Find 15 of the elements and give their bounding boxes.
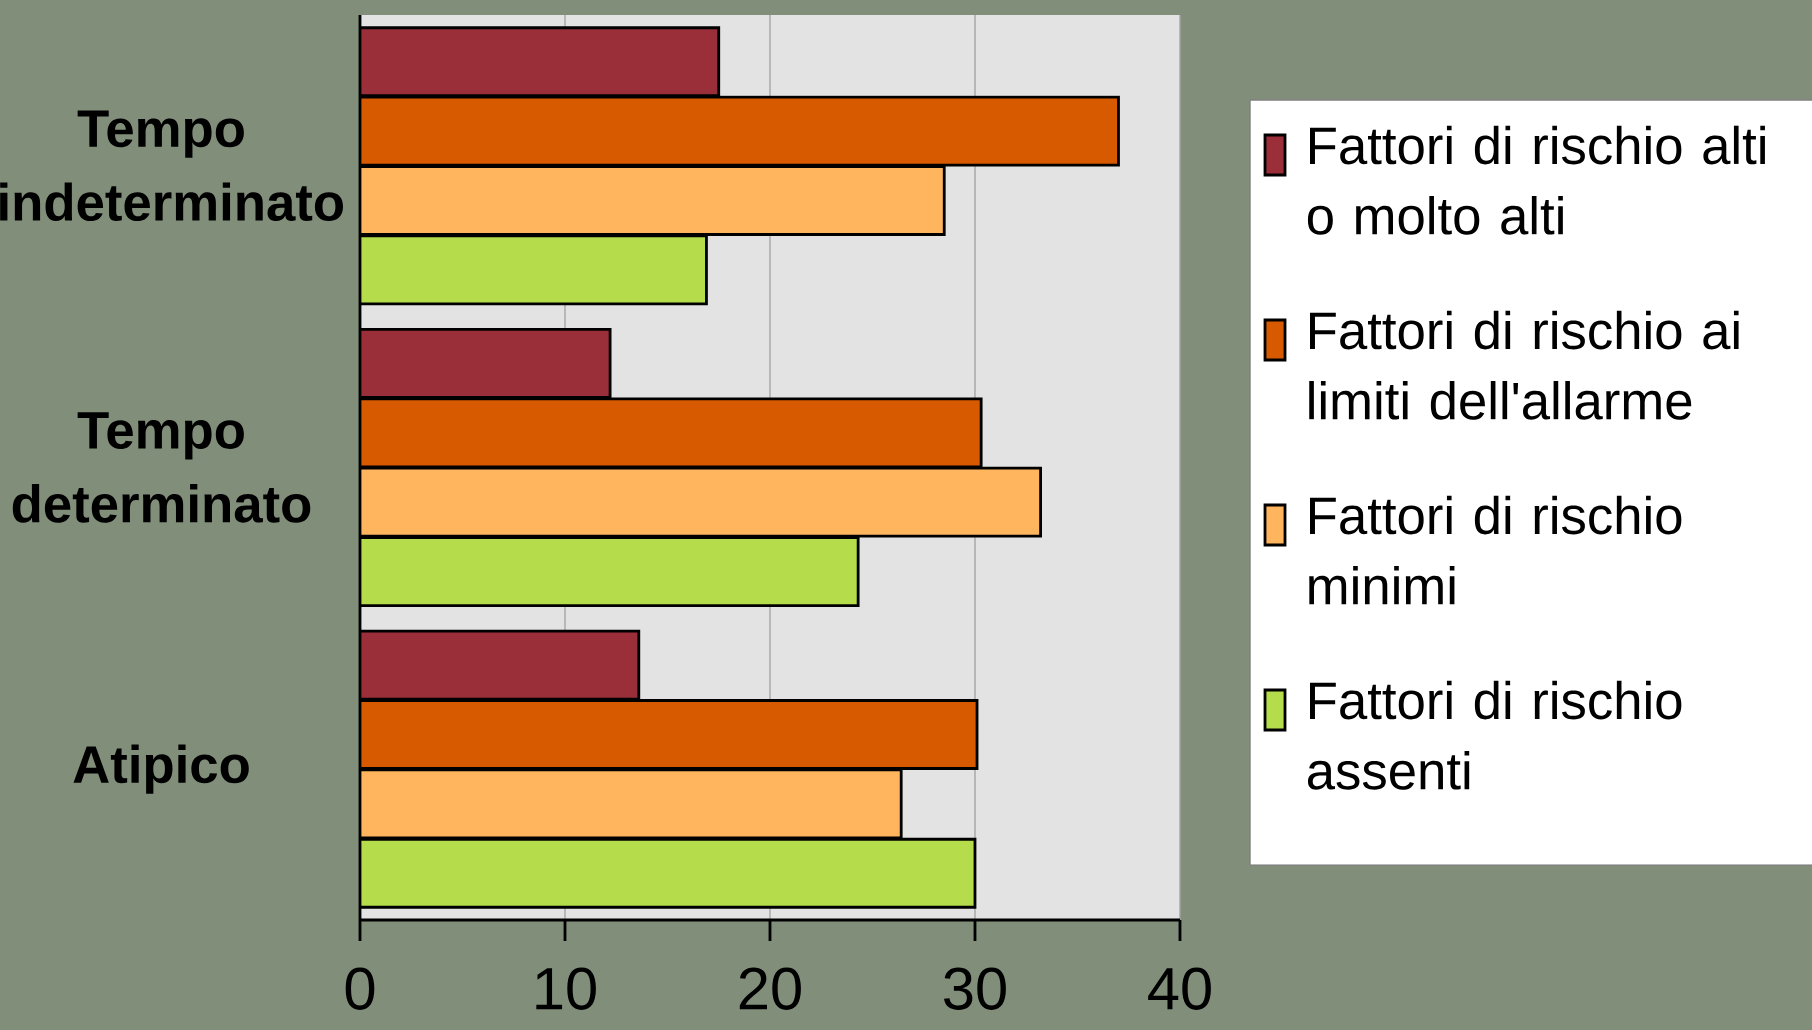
- x-tick-label: 10: [536, 967, 596, 1010]
- x-tick-label: 30: [944, 967, 1006, 1010]
- y-tick-label: Tempo determinato: [12, 412, 311, 523]
- x-tick-label: 0: [345, 967, 375, 1010]
- legend-label: Fattori di rischio ai limiti dell'allarme: [1309, 310, 1739, 420]
- bar: [360, 699, 979, 770]
- y-tick-label: Tempo indeterminato: [0, 110, 344, 222]
- bar: [360, 328, 612, 399]
- y-tick-label: Atipico: [73, 744, 249, 794]
- bar: [360, 165, 946, 236]
- legend-label: Fattori di rischio alti o molto alti: [1307, 125, 1765, 235]
- legend-label: Fattori di rischio assenti: [1307, 680, 1682, 790]
- legend-label: Fattori di rischio minimi: [1309, 495, 1682, 605]
- x-tick-label: 40: [1148, 967, 1211, 1010]
- x-tick-label: 20: [739, 967, 801, 1010]
